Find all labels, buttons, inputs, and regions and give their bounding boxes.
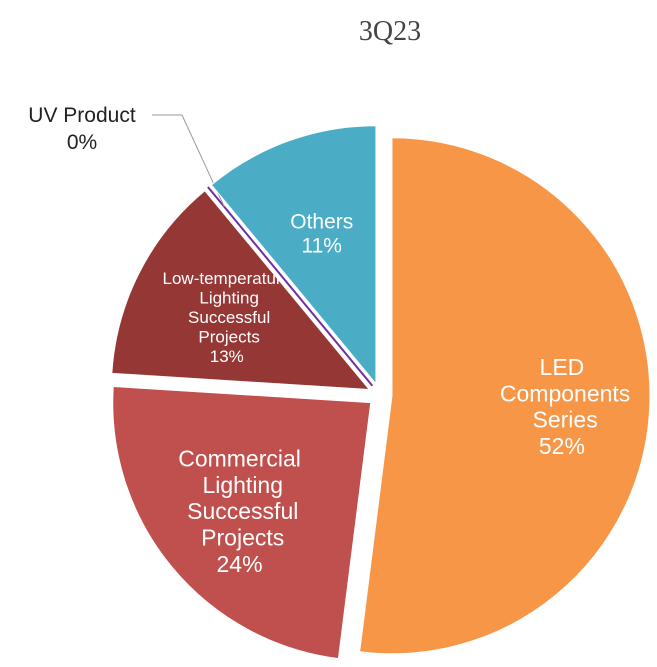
slice-value-label: 24% (217, 551, 263, 577)
slice-label: Low-temperature Lighting Successful Proj… (163, 269, 292, 347)
slice-label: UV Product (28, 104, 136, 127)
pie-slice (112, 385, 372, 660)
slice-value-label: 52% (539, 433, 585, 459)
chart-title: 3Q23 (359, 16, 421, 47)
slice-value-label: 13% (210, 347, 244, 366)
slice-label: Others (290, 210, 353, 233)
pie-slice (111, 190, 371, 391)
pie-slice (359, 137, 651, 655)
slice-label: LED Components Series (494, 354, 631, 433)
slice-label: Commercial Lighting Successful Projects (178, 445, 301, 550)
slice-value-label: 11% (302, 235, 342, 258)
slice-value-label: 0% (67, 131, 97, 154)
pie-slice (210, 125, 377, 386)
leader-line (152, 114, 225, 208)
